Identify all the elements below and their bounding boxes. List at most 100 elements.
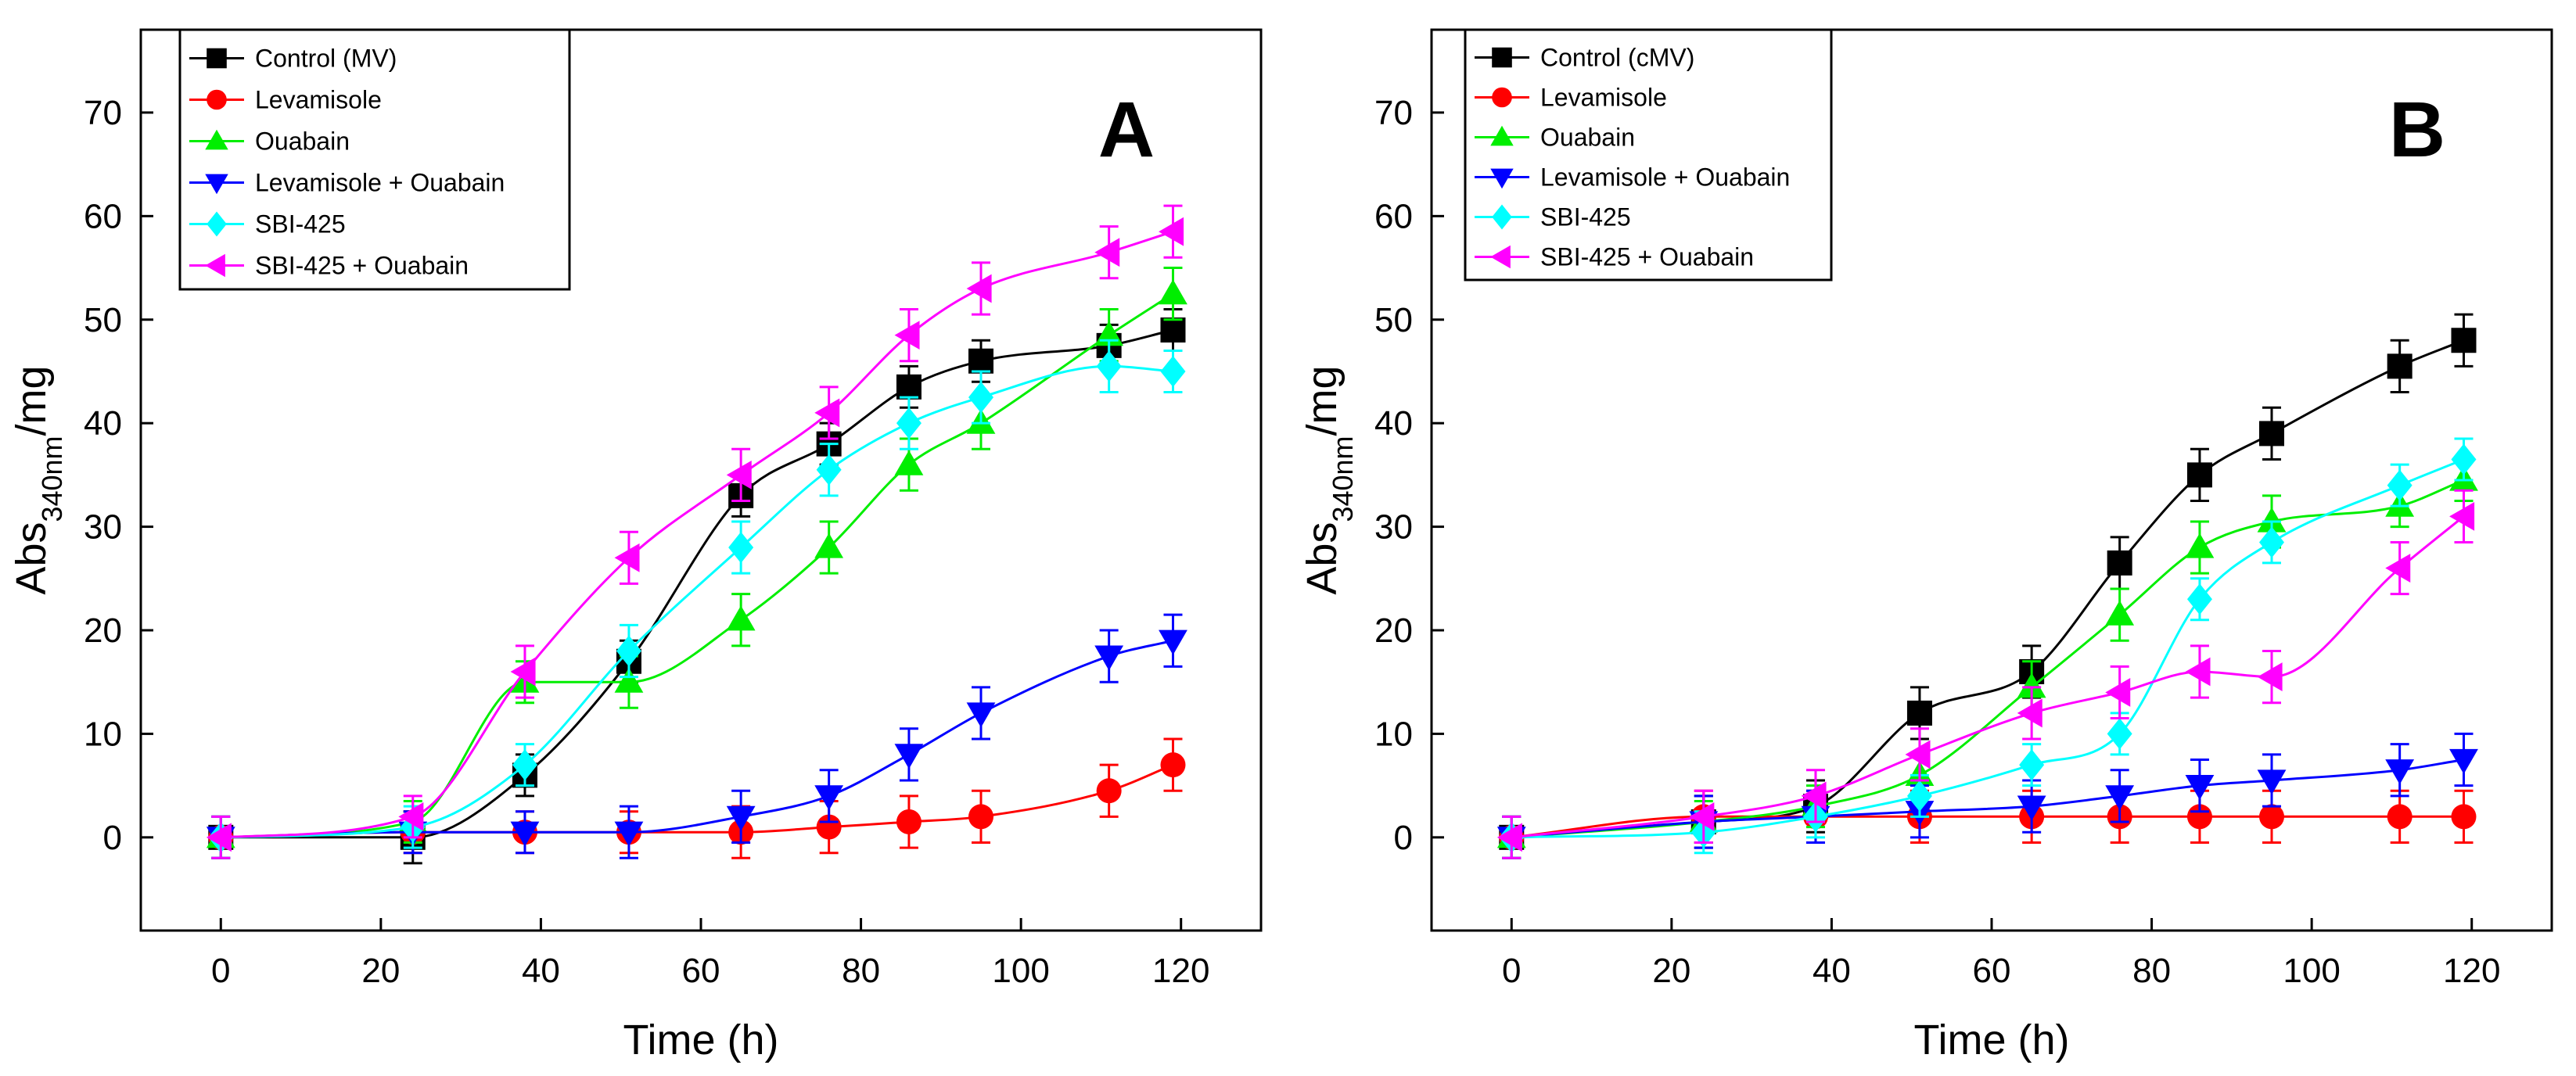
x-tick-label: 0 <box>211 952 230 990</box>
legend-marker <box>1490 245 1511 269</box>
data-point <box>894 744 924 769</box>
legend-marker <box>1490 125 1514 146</box>
y-tick-label: 70 <box>1374 94 1413 132</box>
data-point <box>896 809 922 834</box>
y-tick-label: 50 <box>84 301 122 339</box>
data-point <box>2387 804 2413 830</box>
data-point <box>1096 350 1122 382</box>
data-point <box>1906 780 1932 812</box>
y-tick-label: 60 <box>84 197 122 235</box>
x-tick-label: 20 <box>361 952 400 990</box>
series-sbi-425-ouabain <box>206 204 1184 859</box>
legend-box <box>178 28 571 291</box>
legend-marker <box>207 48 227 69</box>
y-tick-label: 0 <box>1394 819 1413 857</box>
data-point <box>2451 443 2477 475</box>
data-point <box>2185 775 2215 801</box>
y-tick-label: 0 <box>103 819 122 857</box>
x-tick-label: 40 <box>1813 952 1851 990</box>
legend-label: Levamisole + Ouabain <box>255 169 505 197</box>
data-point <box>894 321 920 350</box>
data-point <box>2259 421 2284 447</box>
data-point <box>1159 629 1187 655</box>
data-point <box>2017 698 2042 728</box>
data-point <box>2387 469 2413 501</box>
data-point <box>2385 759 2415 785</box>
y-tick-label: 10 <box>84 715 122 753</box>
data-point <box>728 532 754 564</box>
data-point <box>966 702 996 728</box>
data-point <box>2019 749 2045 781</box>
data-point <box>2257 662 2283 691</box>
legend-label: SBI-425 + Ouabain <box>255 252 469 280</box>
y-tick-label: 40 <box>1374 404 1413 443</box>
y-axis-title-suffix: /mg <box>1299 365 1345 436</box>
data-point <box>2017 672 2046 698</box>
series-line <box>221 364 1173 839</box>
data-point <box>968 804 993 830</box>
series-line <box>1511 515 2465 839</box>
data-point <box>614 821 644 847</box>
y-tick-label: 20 <box>1374 612 1413 650</box>
data-point <box>966 274 992 303</box>
series-levamisole-ouabain <box>1496 732 2478 859</box>
data-point <box>896 407 922 439</box>
data-point <box>2385 554 2411 583</box>
y-tick-label: 40 <box>84 404 122 443</box>
legend-label: Levamisole <box>255 86 382 114</box>
series-line <box>1511 479 2465 839</box>
y-axis-title: Abs340nm/mg <box>1299 365 1359 594</box>
data-point <box>2186 583 2212 615</box>
data-point <box>2185 657 2211 687</box>
series-ouabain <box>206 267 1187 859</box>
legend-marker <box>1492 204 1512 230</box>
data-point <box>1094 238 1120 267</box>
x-tick-label: 20 <box>1652 952 1690 990</box>
legend: Control (MV) Levamisole Ouabain Levamisole … <box>178 28 571 291</box>
data-point <box>510 821 540 847</box>
legend-marker <box>1490 168 1514 189</box>
y-axis-title-main: Abs <box>1299 522 1345 595</box>
panel-letter: A <box>1098 86 1155 174</box>
legend-marker <box>1492 87 1512 108</box>
series-sbi-425-ouabain <box>1496 489 2475 859</box>
x-axis-title: Time (h) <box>623 1017 779 1063</box>
data-point <box>616 635 641 667</box>
x-tick-label: 120 <box>2443 952 2500 990</box>
series-line <box>221 328 1173 839</box>
data-point <box>2105 785 2135 811</box>
data-point <box>2257 507 2287 533</box>
x-tick-label: 60 <box>682 952 720 990</box>
data-point <box>726 805 756 831</box>
legend-label: Levamisole + Ouabain <box>1540 163 1790 192</box>
series-line <box>221 230 1173 839</box>
y-tick-label: 60 <box>1374 197 1413 235</box>
data-point <box>398 802 424 831</box>
x-tick-label: 80 <box>2132 952 2171 990</box>
series-line <box>221 763 1174 839</box>
data-point <box>2017 795 2046 821</box>
x-tick-label: 60 <box>1973 952 2011 990</box>
x-axis-ticks: 0 20 40 60 80 100 120 <box>1502 918 2500 990</box>
data-point <box>2449 748 2478 774</box>
data-point <box>896 374 922 400</box>
data-point <box>510 657 536 687</box>
y-axis-title: Abs340nm/mg <box>8 365 68 594</box>
data-point <box>2259 804 2284 830</box>
data-point <box>2451 328 2477 353</box>
data-point <box>1159 279 1187 305</box>
legend-label: Ouabain <box>255 127 350 156</box>
data-point <box>1160 752 1186 778</box>
legend: Control (cMV) Levamisole Ouabain Levamisole… <box>1464 28 1833 282</box>
x-tick-label: 0 <box>1502 952 1521 990</box>
legend-box <box>1464 28 1833 282</box>
y-tick-label: 20 <box>84 612 122 650</box>
data-point <box>814 785 844 811</box>
x-axis-ticks: 0 20 40 60 80 100 120 <box>211 918 1209 990</box>
data-point <box>968 382 993 414</box>
data-point <box>968 348 993 374</box>
y-tick-label: 70 <box>84 94 122 132</box>
x-tick-label: 120 <box>1152 952 1209 990</box>
data-point <box>206 823 232 852</box>
